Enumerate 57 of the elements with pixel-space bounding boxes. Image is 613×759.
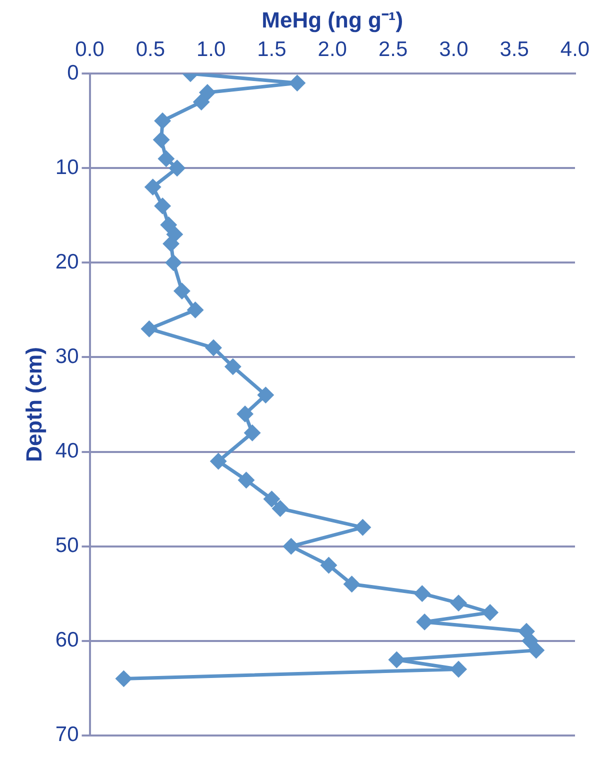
point: [354, 520, 370, 536]
point: [450, 661, 466, 677]
y-tick-label: 70: [55, 723, 79, 746]
point: [194, 94, 210, 110]
point: [206, 340, 222, 356]
point: [518, 624, 534, 640]
point: [210, 453, 226, 469]
point: [154, 113, 170, 129]
point: [388, 652, 404, 668]
x-tick-label: 3.0: [439, 38, 468, 61]
y-tick-label: 10: [55, 156, 79, 179]
point: [450, 595, 466, 611]
x-tick-label: 4.0: [560, 38, 590, 61]
y-tick-label: 20: [55, 250, 79, 274]
point: [166, 254, 182, 270]
point: [141, 321, 157, 337]
point: [320, 557, 336, 573]
point: [237, 406, 253, 422]
point: [528, 642, 544, 658]
point: [174, 283, 190, 299]
point: [244, 425, 260, 441]
x-axis-title: MeHg (ng g⁻¹): [262, 7, 404, 32]
x-tick-label: 2.0: [318, 38, 347, 61]
x-tick-label: 0.0: [75, 38, 104, 61]
point: [238, 472, 254, 488]
x-tick-label: 0.5: [136, 38, 166, 61]
point: [154, 132, 170, 148]
point: [289, 75, 305, 91]
x-tick-label: 3.5: [500, 38, 529, 61]
point: [200, 84, 216, 100]
point: [414, 586, 430, 602]
x-tick-label: 1.0: [196, 38, 226, 61]
point: [145, 179, 161, 195]
point: [169, 160, 185, 176]
point: [258, 387, 274, 403]
point: [158, 150, 174, 166]
y-tick-label: 0: [67, 61, 79, 84]
x-tick-label: 2.5: [378, 38, 408, 61]
point: [188, 302, 204, 318]
point: [154, 198, 170, 214]
x-tick-label: 1.5: [257, 38, 286, 61]
point: [163, 236, 179, 252]
y-tick-label: 40: [55, 440, 79, 463]
point: [416, 614, 432, 630]
point: [482, 604, 498, 620]
point: [116, 670, 132, 686]
point: [522, 633, 538, 649]
y-tick-label: 30: [55, 345, 79, 368]
y-axis-title: Depth (cm): [21, 347, 46, 462]
point: [264, 491, 280, 507]
point: [272, 500, 288, 516]
y-tick-label: 50: [55, 534, 79, 558]
y-tick-label: 60: [55, 628, 79, 652]
point: [283, 538, 299, 554]
point: [225, 358, 241, 374]
point: [160, 217, 176, 233]
point: [344, 576, 360, 592]
